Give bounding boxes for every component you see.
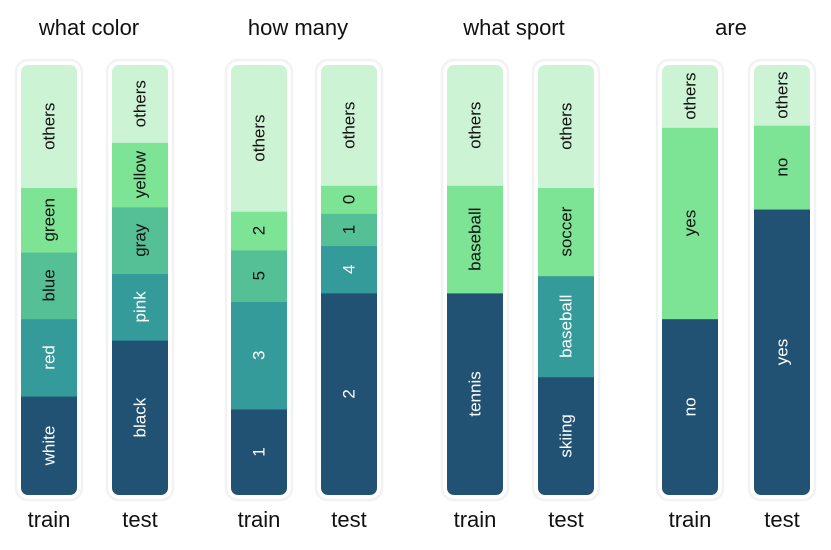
bar-segment-pink: [112, 273, 168, 341]
bar-segment-others: [662, 65, 718, 128]
stacked-bar-train: no yes others train: [655, 58, 725, 532]
group-title: how many: [248, 15, 348, 40]
group-title: are: [715, 15, 747, 40]
group-title: what sport: [462, 15, 565, 40]
segment-label: others: [466, 102, 485, 149]
bar-segment-2: [321, 292, 377, 495]
group-how-many: how many 1 3 5 2 others train 2 4 1 0 others test: [224, 15, 384, 532]
segment-label: black: [131, 397, 150, 437]
segment-label: green: [40, 198, 59, 241]
segment-label: others: [250, 114, 269, 161]
stacked-bar-train: tennis baseball others train: [440, 58, 510, 532]
segment-label: soccer: [557, 206, 576, 256]
bar-segment-2: [231, 211, 287, 251]
split-label-test: test: [764, 507, 799, 532]
segment-label: 1: [340, 225, 359, 234]
segment-label: pink: [131, 291, 150, 323]
segment-label: yes: [773, 339, 792, 365]
segment-label: 0: [340, 195, 359, 204]
segment-label: others: [131, 80, 150, 127]
split-label-test: test: [122, 507, 157, 532]
stacked-bar-train: 1 3 5 2 others train: [224, 58, 294, 532]
segment-label: 5: [250, 271, 269, 280]
bar-segment-others: [112, 65, 168, 143]
split-label-test: test: [331, 507, 366, 532]
segment-label: 4: [340, 265, 359, 274]
segment-label: baseball: [557, 295, 576, 358]
split-label-test: test: [548, 507, 583, 532]
segment-label: others: [40, 103, 59, 150]
bar-segment-no: [662, 318, 718, 495]
bar-segment-no: [754, 125, 810, 210]
split-label-train: train: [669, 507, 712, 532]
bar-segment-red: [21, 318, 77, 397]
bar-segment-gray: [112, 206, 168, 275]
stacked-bar-test: 2 4 1 0 others test: [314, 58, 384, 532]
segment-label: no: [773, 158, 792, 177]
segment-label: tennis: [466, 371, 485, 416]
bar-segment-others: [321, 65, 377, 186]
bar-segment-1: [231, 409, 287, 495]
bar-segment-black: [112, 340, 168, 495]
segment-label: others: [557, 103, 576, 150]
bar-segment-others: [231, 65, 287, 212]
stacked-bar-test: black pink gray yellow others test: [105, 58, 175, 532]
bar-segment-skiing: [538, 376, 594, 495]
segment-label: 3: [250, 351, 269, 360]
segment-label: baseball: [466, 207, 485, 270]
segment-label: no: [681, 397, 700, 416]
bar-segment-baseball: [447, 185, 503, 294]
bar-segment-others: [21, 65, 77, 189]
segment-label: blue: [40, 269, 59, 301]
bar-segment-others: [754, 65, 810, 126]
bar-segment-yes: [754, 209, 810, 495]
bar-segment-5: [231, 249, 287, 302]
bar-segment-0: [321, 185, 377, 214]
bar-segment-yellow: [112, 142, 168, 208]
segment-label: yellow: [131, 150, 150, 198]
split-label-train: train: [28, 507, 71, 532]
segment-label: others: [773, 71, 792, 118]
bar-segment-4: [321, 245, 377, 294]
bar-segment-3: [231, 301, 287, 410]
group-what-sport: what sport tennis baseball others train skiin…: [440, 15, 601, 532]
bar-segment-soccer: [538, 187, 594, 277]
stacked-bar-test: yes no others test: [747, 58, 817, 532]
bar-segment-blue: [21, 252, 77, 320]
segment-label: yes: [681, 210, 700, 236]
group-what-color: what color white red blue green others train bl…: [14, 15, 175, 532]
bar-segment-others: [447, 65, 503, 186]
bar-segment-1: [321, 213, 377, 247]
split-label-train: train: [238, 507, 281, 532]
segment-label: white: [40, 426, 59, 467]
segment-label: others: [340, 102, 359, 149]
split-label-train: train: [454, 507, 497, 532]
stacked-bar-train: white red blue green others train: [14, 58, 84, 532]
segment-label: 2: [250, 226, 269, 235]
bar-segment-green: [21, 187, 77, 253]
segment-label: gray: [131, 223, 150, 257]
segment-label: 2: [340, 389, 359, 398]
segment-label: red: [40, 345, 59, 370]
bar-segment-others: [538, 65, 594, 189]
bar-segment-baseball: [538, 275, 594, 378]
stacked-bar-test: skiing baseball soccer others test: [531, 58, 601, 532]
group-are: are no yes others train yes no others test: [655, 15, 817, 532]
bar-segment-white: [21, 396, 77, 495]
bar-segment-yes: [662, 127, 718, 320]
segment-label: skiing: [557, 414, 576, 457]
group-title: what color: [38, 15, 139, 40]
bar-segment-tennis: [447, 292, 503, 495]
segment-label: 1: [250, 447, 269, 456]
segment-label: others: [681, 73, 700, 120]
